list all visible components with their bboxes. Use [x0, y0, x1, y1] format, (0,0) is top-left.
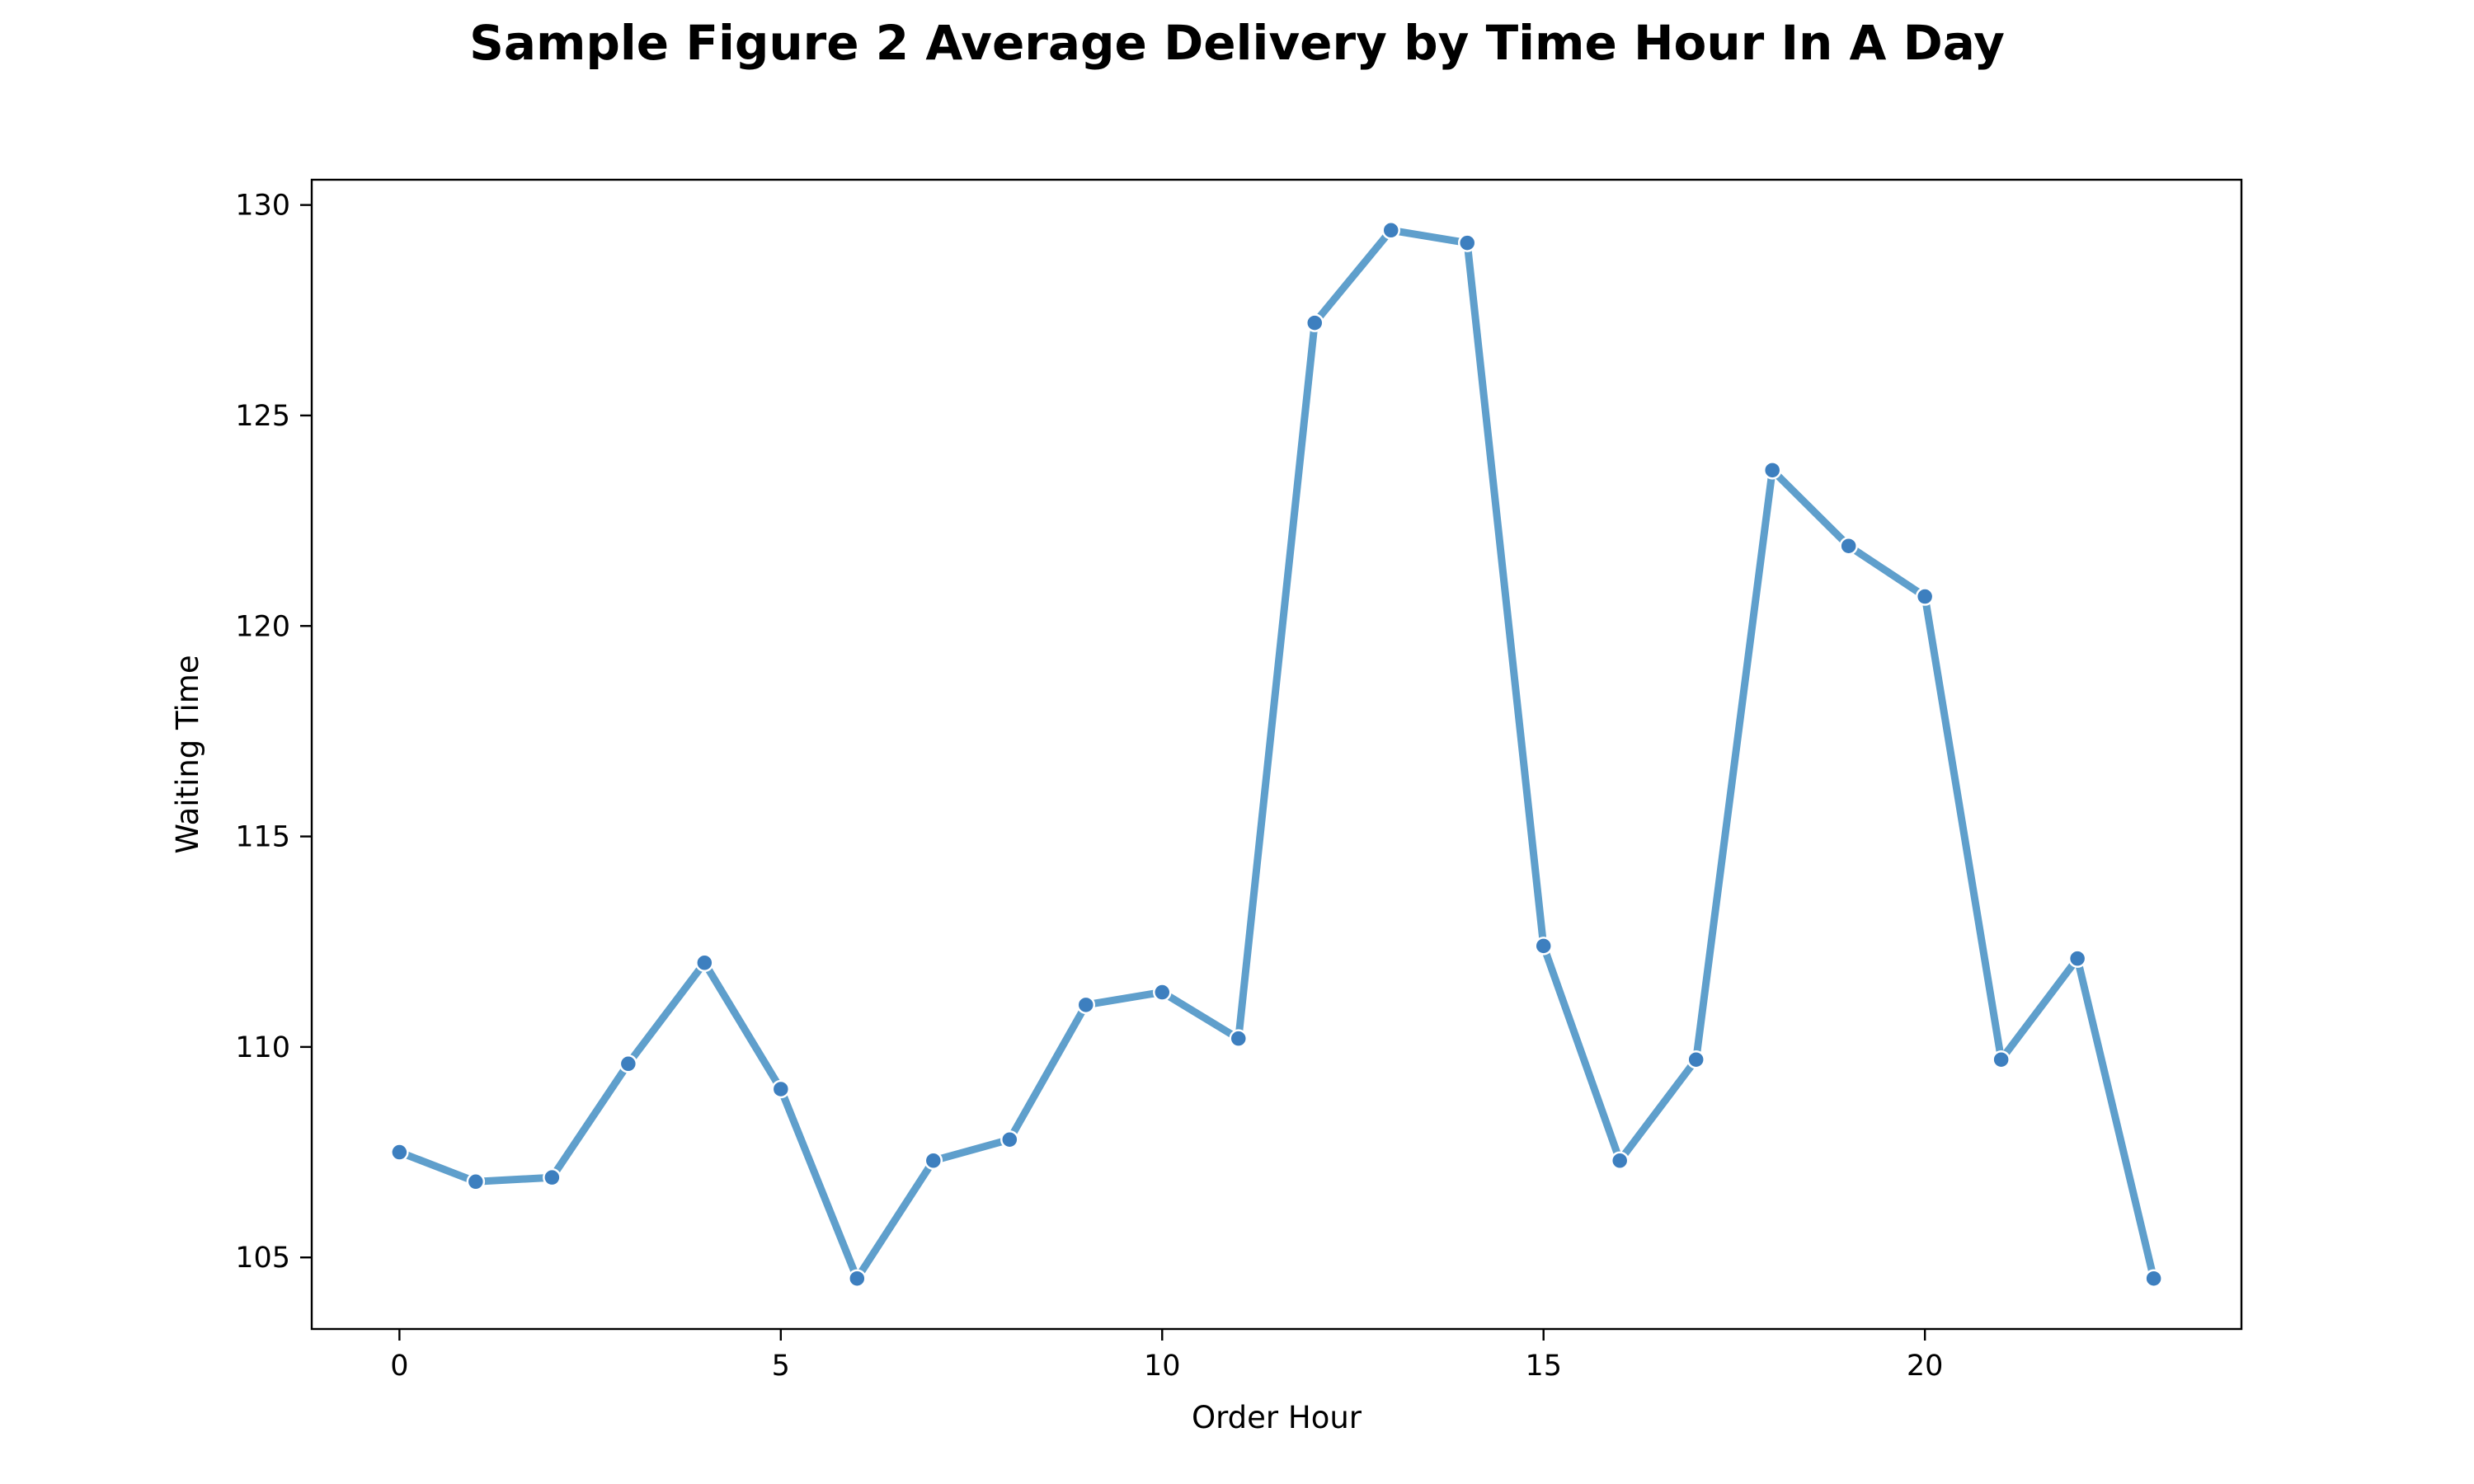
x-axis: 0 5 10 15 20 [390, 1329, 1943, 1383]
data-point [1762, 461, 1782, 480]
data-point [1229, 1029, 1249, 1048]
data-point [2067, 949, 2087, 968]
data-point [1153, 983, 1172, 1002]
data-point [1839, 536, 1858, 556]
y-axis-label: Waiting Time [170, 655, 205, 853]
data-point [1915, 587, 1935, 606]
y-tick-label: 120 [235, 610, 290, 643]
data-point [1534, 937, 1553, 956]
y-tick-label: 125 [235, 400, 290, 433]
data-point [1000, 1129, 1019, 1149]
y-tick-label: 105 [235, 1242, 290, 1275]
y-tick-label: 110 [235, 1031, 290, 1064]
y-axis: 105 110 115 120 125 130 [235, 190, 312, 1275]
data-point [2144, 1269, 2163, 1288]
x-tick-label: 0 [390, 1350, 408, 1383]
y-tick-label: 130 [235, 190, 290, 223]
x-axis-label: Order Hour [1192, 1400, 1362, 1435]
data-point [390, 1143, 409, 1162]
data-point [924, 1151, 943, 1171]
x-tick-label: 20 [1907, 1350, 1944, 1383]
data-point [1381, 221, 1400, 240]
x-tick-label: 10 [1144, 1350, 1181, 1383]
data-point [771, 1079, 791, 1099]
data-point [1457, 233, 1477, 252]
data-point [695, 953, 714, 973]
data-point [1610, 1151, 1630, 1171]
data-point [1992, 1050, 2011, 1069]
x-tick-label: 15 [1525, 1350, 1562, 1383]
plot-area-border [310, 178, 2243, 1331]
data-point [543, 1167, 562, 1187]
series-line [395, 226, 2158, 1283]
data-point [1076, 995, 1096, 1015]
plot-frame [310, 178, 2243, 1331]
data-point [848, 1269, 867, 1288]
x-tick-label: 5 [772, 1350, 790, 1383]
data-point [1686, 1050, 1705, 1069]
chart-title: Sample Figure 2 Average Delivery by Time… [469, 15, 2005, 71]
series-layer [390, 221, 2163, 1288]
data-point [1305, 313, 1324, 332]
data-point [466, 1172, 486, 1191]
data-point [618, 1054, 638, 1073]
y-tick-label: 115 [235, 821, 290, 854]
